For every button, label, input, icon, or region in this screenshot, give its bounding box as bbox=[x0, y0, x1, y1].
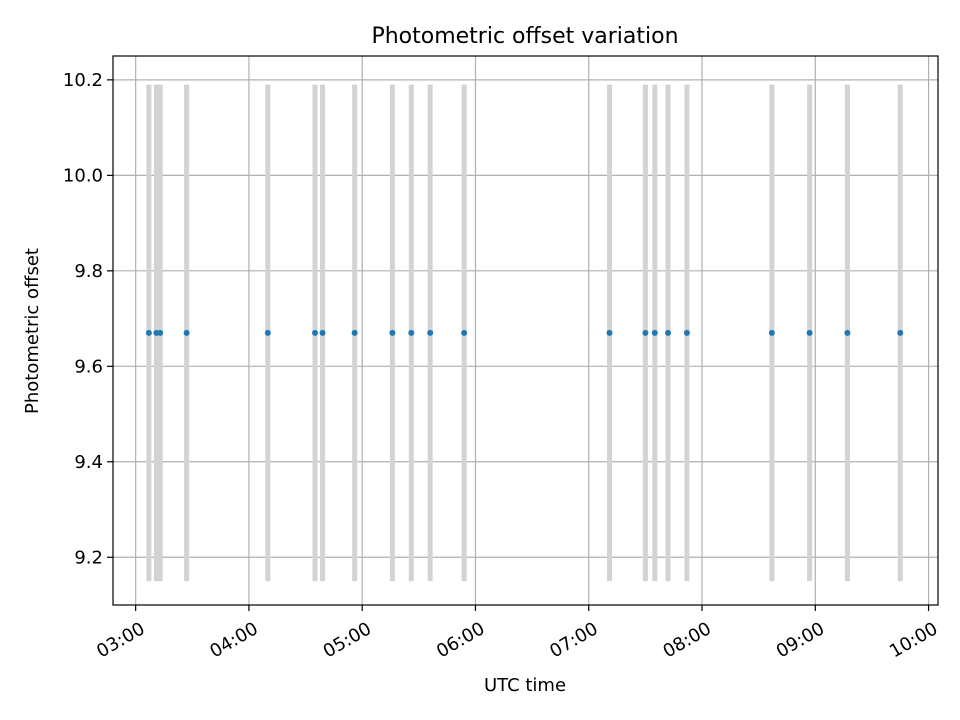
data-point bbox=[408, 329, 415, 336]
data-point bbox=[351, 329, 358, 336]
data-point bbox=[319, 329, 326, 336]
chart-title: Photometric offset variation bbox=[371, 24, 678, 49]
data-point bbox=[389, 329, 396, 336]
data-point bbox=[806, 329, 813, 336]
y-tick-label: 10.0 bbox=[63, 165, 103, 186]
data-point bbox=[844, 329, 851, 336]
data-point bbox=[768, 329, 775, 336]
data-point bbox=[683, 329, 690, 336]
grid bbox=[113, 56, 938, 605]
y-tick-label: 9.6 bbox=[74, 356, 103, 377]
y-tick-label: 10.2 bbox=[63, 70, 103, 91]
y-axis-ticks: 9.2 9.4 9.6 9.8 10.0 10.2 bbox=[63, 70, 113, 568]
data-point bbox=[183, 329, 190, 336]
plot-frame bbox=[112, 55, 939, 606]
y-tick-label: 9.4 bbox=[74, 452, 103, 473]
y-tick-label: 9.8 bbox=[74, 261, 103, 282]
data-point bbox=[264, 329, 271, 336]
y-tick-label: 9.2 bbox=[74, 547, 103, 568]
data-point bbox=[897, 329, 904, 336]
data-point bbox=[427, 329, 434, 336]
data-point bbox=[642, 329, 649, 336]
data-point bbox=[461, 329, 468, 336]
x-axis-title: UTC time bbox=[484, 675, 566, 696]
data-point bbox=[606, 329, 613, 336]
data-point bbox=[157, 329, 164, 336]
data-points bbox=[145, 329, 904, 336]
data-point bbox=[651, 329, 658, 336]
data-point bbox=[145, 329, 152, 336]
data-point bbox=[312, 329, 319, 336]
y-axis-title: Photometric offset bbox=[22, 248, 43, 414]
data-point bbox=[665, 329, 672, 336]
